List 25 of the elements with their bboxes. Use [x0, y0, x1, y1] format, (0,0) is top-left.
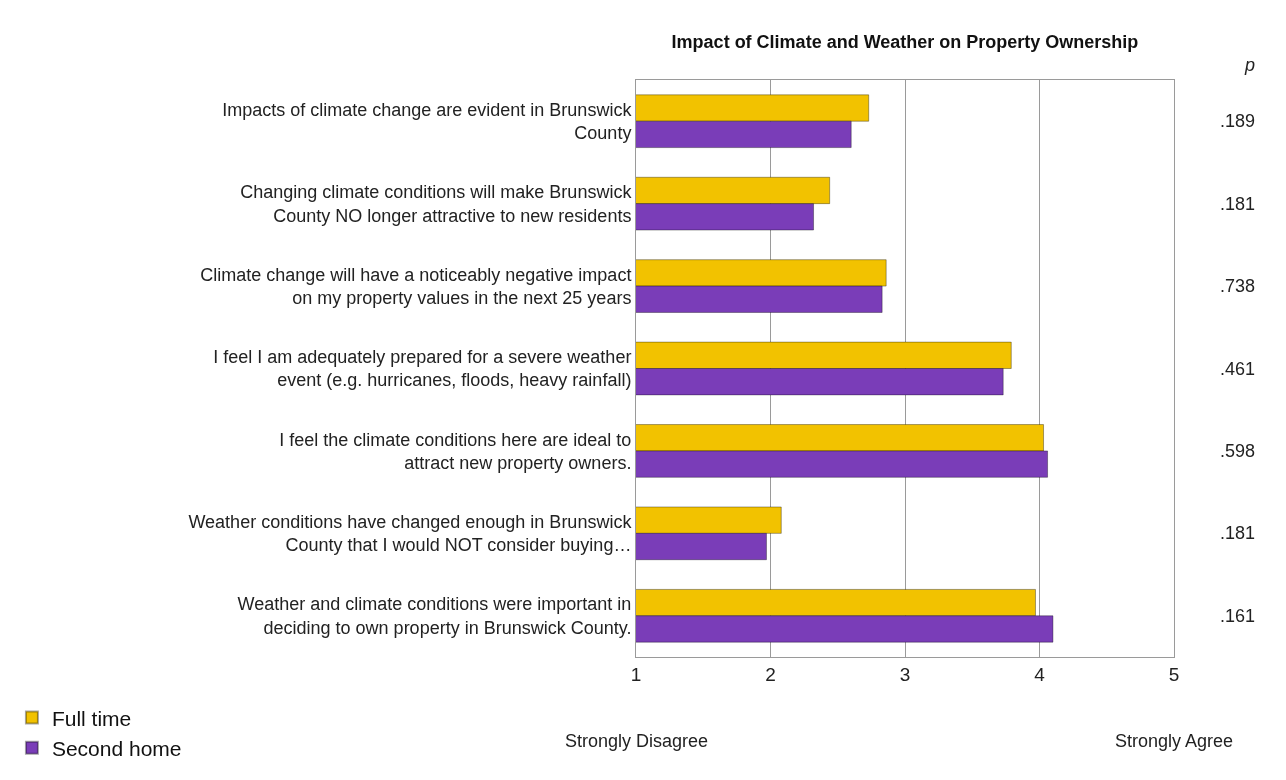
legend-label: Second home [51, 737, 182, 761]
y-tick-label: Weather and climate conditions were important in deciding to own property in Brunswick County. [237, 594, 632, 638]
x-tick-label: 1 [630, 663, 642, 685]
x-tick-label: 4 [1034, 663, 1046, 685]
y-tick-label: I feel I am adequately prepared for a severe weather event (e.g. hurricanes, floods, heavy rainfall) [213, 347, 632, 391]
text: .181 [1220, 523, 1256, 543]
text: .738 [1220, 276, 1256, 296]
chart-title: Impact of Climate and Weather on Property Ownership [671, 31, 1139, 52]
legend-label: Full time [51, 706, 132, 730]
x-tick-label: 5 [1168, 663, 1180, 685]
y-tick-label: Changing climate conditions will make Brunswick County NO longer attractive to new residents [240, 182, 633, 226]
x-tick-label: 3 [899, 663, 911, 685]
text: .598 [1220, 441, 1256, 461]
y-tick-label: Climate change will have a noticeably negative impact on my property values in the next 25 years [200, 264, 632, 309]
text: .189 [1220, 111, 1256, 131]
y-tick-label: I feel the climate conditions here are ideal to attract new property owners. [279, 429, 632, 473]
y-tick-label: Impacts of climate change are evident in Brunswick County [222, 99, 633, 144]
text: Strongly Agree [1115, 731, 1234, 751]
x-tick-label: 2 [765, 663, 776, 685]
text: .461 [1220, 359, 1256, 379]
text: p [1244, 55, 1256, 75]
y-tick-label: Weather conditions have changed enough in Brunswick County that I would NOT consider buying… [188, 511, 633, 556]
text: .161 [1220, 606, 1256, 626]
text: .181 [1220, 194, 1256, 214]
text: Strongly Disagree [565, 731, 709, 751]
